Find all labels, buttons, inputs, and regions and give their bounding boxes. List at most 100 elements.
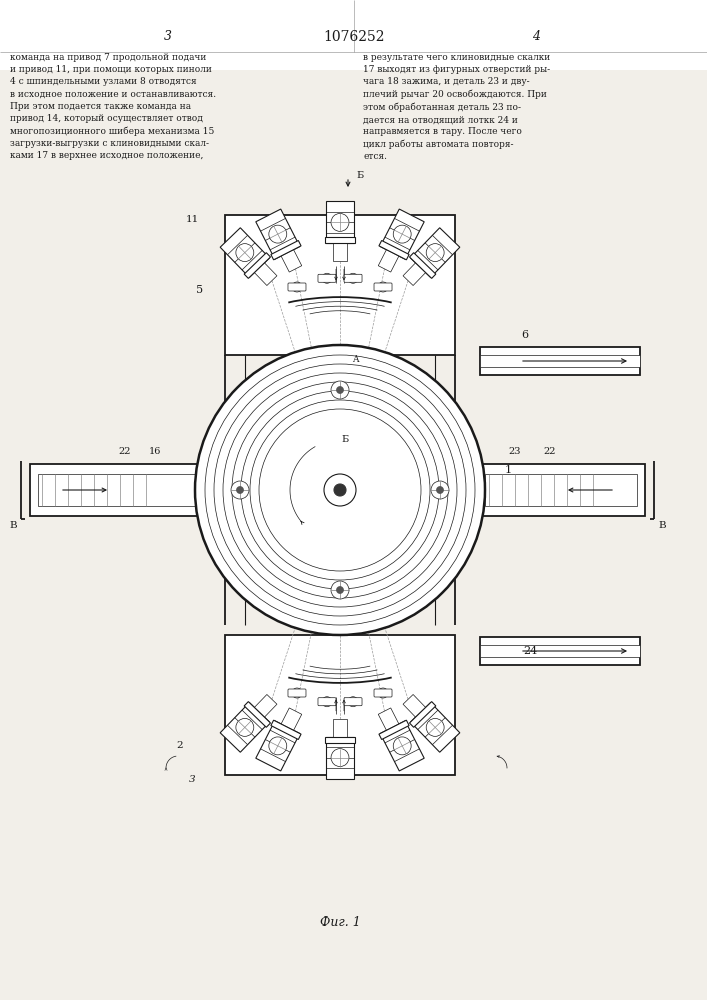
- Polygon shape: [378, 708, 399, 730]
- Circle shape: [393, 225, 411, 243]
- Circle shape: [322, 273, 332, 283]
- Circle shape: [337, 586, 344, 593]
- Bar: [480, 347, 640, 375]
- Polygon shape: [403, 694, 426, 717]
- Circle shape: [436, 487, 443, 493]
- Text: 23: 23: [509, 448, 521, 456]
- Polygon shape: [271, 720, 301, 739]
- Text: 1: 1: [504, 465, 512, 475]
- Circle shape: [231, 481, 249, 499]
- Circle shape: [337, 386, 344, 393]
- Bar: [225, 215, 455, 355]
- Circle shape: [292, 688, 302, 698]
- Polygon shape: [411, 703, 460, 752]
- Polygon shape: [379, 241, 409, 260]
- Text: B: B: [658, 522, 666, 530]
- Polygon shape: [380, 209, 424, 259]
- Circle shape: [378, 282, 388, 292]
- Circle shape: [331, 381, 349, 399]
- Polygon shape: [411, 228, 460, 277]
- Polygon shape: [325, 237, 356, 243]
- Text: 11: 11: [185, 216, 199, 225]
- Circle shape: [334, 484, 346, 496]
- Circle shape: [292, 282, 302, 292]
- Text: 3: 3: [164, 30, 172, 43]
- FancyBboxPatch shape: [318, 274, 336, 282]
- Polygon shape: [255, 263, 277, 286]
- Polygon shape: [409, 702, 436, 727]
- Polygon shape: [333, 719, 347, 737]
- Bar: [0, 70, 707, 145]
- Text: 6: 6: [522, 330, 529, 340]
- Polygon shape: [380, 721, 424, 771]
- Text: Б: Б: [341, 436, 349, 444]
- Bar: [38, 474, 195, 506]
- Text: 3: 3: [189, 776, 195, 784]
- Polygon shape: [378, 250, 399, 272]
- Bar: [30, 464, 200, 516]
- Circle shape: [324, 474, 356, 506]
- Polygon shape: [326, 737, 354, 779]
- Circle shape: [378, 688, 388, 698]
- Text: 24: 24: [523, 646, 537, 656]
- Text: в результате чего клиновидные скалки
17 выходят из фигурных отверстий ры-
чага 1: в результате чего клиновидные скалки 17 …: [363, 53, 550, 161]
- Text: 2: 2: [177, 740, 183, 750]
- Text: Б: Б: [356, 170, 363, 180]
- Polygon shape: [325, 737, 356, 743]
- FancyBboxPatch shape: [344, 698, 362, 706]
- Text: команда на привод 7 продольной подачи
и привод 11, при помощи которых пиноли
4 с: команда на привод 7 продольной подачи и …: [10, 53, 216, 160]
- Polygon shape: [256, 209, 300, 259]
- FancyBboxPatch shape: [374, 689, 392, 697]
- Circle shape: [236, 718, 254, 736]
- Circle shape: [195, 345, 485, 635]
- Bar: [480, 645, 640, 657]
- Text: 22: 22: [119, 448, 132, 456]
- Bar: [480, 355, 640, 367]
- Polygon shape: [244, 702, 271, 727]
- Polygon shape: [271, 241, 301, 260]
- Bar: [225, 635, 455, 775]
- Bar: [480, 464, 645, 516]
- Polygon shape: [409, 253, 436, 278]
- Circle shape: [393, 737, 411, 755]
- Circle shape: [237, 487, 243, 493]
- Circle shape: [426, 718, 444, 736]
- Circle shape: [236, 244, 254, 262]
- Bar: [0, 0, 707, 70]
- Circle shape: [426, 244, 444, 262]
- Polygon shape: [333, 243, 347, 261]
- Polygon shape: [281, 708, 302, 730]
- Text: 5: 5: [197, 285, 204, 295]
- Polygon shape: [220, 703, 269, 752]
- Polygon shape: [244, 253, 271, 278]
- FancyBboxPatch shape: [374, 283, 392, 291]
- FancyBboxPatch shape: [318, 698, 336, 706]
- FancyBboxPatch shape: [288, 283, 306, 291]
- Circle shape: [331, 749, 349, 767]
- Polygon shape: [220, 228, 269, 277]
- Text: 4: 4: [532, 30, 540, 43]
- FancyBboxPatch shape: [344, 274, 362, 282]
- Text: 16: 16: [148, 448, 161, 456]
- Circle shape: [431, 481, 449, 499]
- FancyBboxPatch shape: [288, 689, 306, 697]
- Polygon shape: [256, 721, 300, 771]
- Circle shape: [269, 737, 287, 755]
- Text: A: A: [352, 356, 358, 364]
- Bar: [480, 637, 640, 665]
- Circle shape: [331, 213, 349, 231]
- Circle shape: [269, 225, 287, 243]
- Text: Фиг. 1: Фиг. 1: [320, 916, 361, 928]
- Circle shape: [322, 697, 332, 707]
- Polygon shape: [281, 250, 302, 272]
- Circle shape: [348, 697, 358, 707]
- Text: B: B: [9, 522, 17, 530]
- Bar: [485, 474, 637, 506]
- Polygon shape: [403, 263, 426, 286]
- Polygon shape: [255, 694, 277, 717]
- Polygon shape: [326, 201, 354, 243]
- Polygon shape: [379, 720, 409, 739]
- Circle shape: [348, 273, 358, 283]
- Circle shape: [331, 581, 349, 599]
- Text: 1076252: 1076252: [323, 30, 385, 44]
